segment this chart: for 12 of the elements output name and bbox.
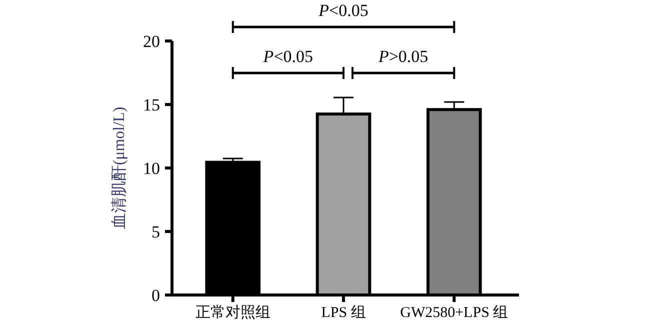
y-tick-label: 10 (143, 158, 160, 178)
annotation: P>0.05 (377, 47, 428, 66)
x-tick-label: GW2580+LPS 组 (400, 304, 508, 321)
y-axis-title: 血清肌酐(μmol/L) (110, 106, 128, 230)
x-tick-label: 正常对照组 (195, 304, 270, 321)
y-tick-label: 20 (143, 32, 160, 51)
x-tick-label: LPS 组 (321, 304, 366, 321)
y-tick-label: 0 (152, 286, 160, 305)
annotation: P<0.05 (262, 47, 314, 66)
y-tick-label: 5 (152, 222, 160, 242)
text: P<0.05 (318, 1, 368, 20)
y-tick-label: 15 (143, 95, 160, 114)
